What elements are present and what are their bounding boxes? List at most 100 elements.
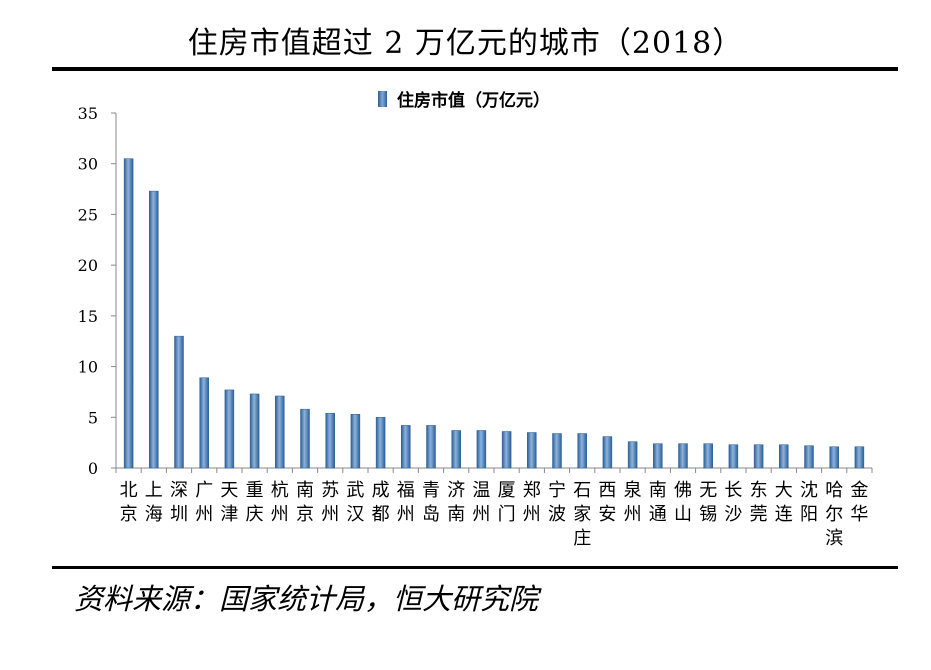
bar (174, 335, 184, 469)
x-tick-label: 连 (775, 504, 793, 525)
bar (804, 445, 814, 469)
bar (753, 444, 764, 469)
bar (527, 432, 537, 469)
x-tick-label: 东 (750, 480, 768, 501)
x-tick-label: 家 (573, 504, 591, 525)
x-tick-label: 南 (296, 480, 314, 501)
x-tick-label: 福 (397, 480, 415, 501)
bar (199, 377, 209, 469)
x-tick-label: 武 (346, 480, 364, 501)
legend-swatch (378, 90, 387, 107)
x-tick-label: 沈 (800, 480, 818, 501)
bar (703, 443, 713, 469)
x-tick-label: 州 (271, 504, 289, 525)
x-tick-label: 通 (649, 504, 667, 525)
x-tick-label: 南 (649, 480, 667, 501)
x-tick-label: 阳 (800, 504, 818, 525)
bar (476, 430, 487, 469)
x-tick-label: 深 (170, 480, 188, 501)
y-tick-label: 35 (78, 104, 98, 123)
x-tick-label: 佛 (674, 480, 692, 501)
x-tick-label: 尔 (825, 504, 843, 525)
x-tick-label: 安 (598, 504, 616, 525)
bar (275, 395, 285, 469)
bar (678, 443, 688, 469)
x-tick-label: 滨 (825, 528, 843, 549)
bar (350, 413, 361, 469)
bar (300, 408, 310, 469)
x-tick-label: 莞 (750, 504, 768, 525)
x-tick-label: 州 (195, 504, 213, 525)
top-rule (52, 67, 898, 71)
y-tick-label: 0 (88, 459, 98, 478)
bar (401, 425, 411, 469)
y-tick-label: 25 (78, 205, 98, 224)
x-tick-label: 济 (447, 480, 465, 501)
y-tick-label: 20 (78, 256, 98, 275)
x-tick-label: 南 (447, 504, 465, 525)
x-tick-label: 波 (548, 504, 566, 525)
bar (602, 436, 613, 469)
bar (501, 431, 512, 469)
x-tick-label: 大 (775, 480, 793, 501)
x-tick-label: 杭 (271, 480, 289, 501)
x-tick-label: 门 (498, 504, 516, 525)
bar (224, 389, 235, 469)
bar (854, 446, 865, 469)
x-tick-label: 广 (195, 480, 213, 501)
bar (577, 433, 587, 469)
y-tick-label: 10 (78, 358, 98, 377)
x-tick-label: 成 (372, 480, 390, 501)
x-tick-label: 州 (523, 504, 541, 525)
x-tick-label: 都 (372, 504, 390, 525)
x-tick-label: 州 (624, 504, 642, 525)
y-tick-label: 30 (78, 155, 98, 174)
x-tick-label: 天 (220, 480, 238, 501)
bar (149, 190, 159, 469)
bar (829, 446, 839, 469)
x-tick-label: 北 (120, 480, 138, 501)
x-tick-label: 岛 (422, 504, 440, 525)
x-tick-label: 锡 (699, 504, 717, 525)
x-tick-label: 京 (296, 504, 314, 525)
x-tick-label: 金 (850, 480, 868, 501)
x-tick-label: 海 (145, 504, 163, 525)
bar (552, 433, 562, 469)
bottom-rule (52, 566, 898, 569)
bar (653, 443, 663, 469)
bar (375, 417, 386, 469)
x-tick-label: 州 (321, 504, 339, 525)
bar (779, 444, 789, 469)
y-tick-label: 5 (88, 408, 98, 427)
bar (123, 158, 134, 469)
x-tick-label: 石 (573, 480, 591, 501)
source-note: 资料来源：国家统计局，恒大研究院 (74, 582, 539, 616)
legend: 住房市值（万亿元） (378, 86, 550, 111)
x-tick-label: 庆 (246, 504, 264, 525)
x-tick-label: 长 (724, 480, 742, 501)
x-tick-label: 哈 (825, 480, 843, 501)
bar (426, 425, 436, 469)
x-tick-label: 青 (422, 480, 440, 501)
x-tick-label: 京 (120, 504, 138, 525)
x-tick-label: 苏 (321, 480, 339, 501)
x-tick-label: 圳 (170, 504, 188, 525)
x-tick-label: 华 (850, 504, 868, 525)
x-tick-label: 州 (397, 504, 415, 525)
bar (249, 393, 260, 469)
bar (325, 412, 335, 469)
x-tick-label: 温 (472, 480, 490, 501)
x-tick-label: 山 (674, 504, 692, 525)
x-tick-label: 州 (472, 504, 490, 525)
bar (728, 444, 739, 469)
x-tick-label: 汉 (346, 504, 364, 525)
x-tick-label: 宁 (548, 480, 566, 501)
bar (451, 430, 461, 469)
x-tick-label: 西 (598, 480, 616, 501)
x-tick-label: 沙 (724, 504, 742, 525)
x-tick-label: 厦 (498, 480, 516, 501)
legend-label: 住房市值（万亿元） (397, 91, 550, 111)
x-tick-label: 上 (145, 480, 163, 501)
y-tick-label: 15 (78, 307, 98, 326)
